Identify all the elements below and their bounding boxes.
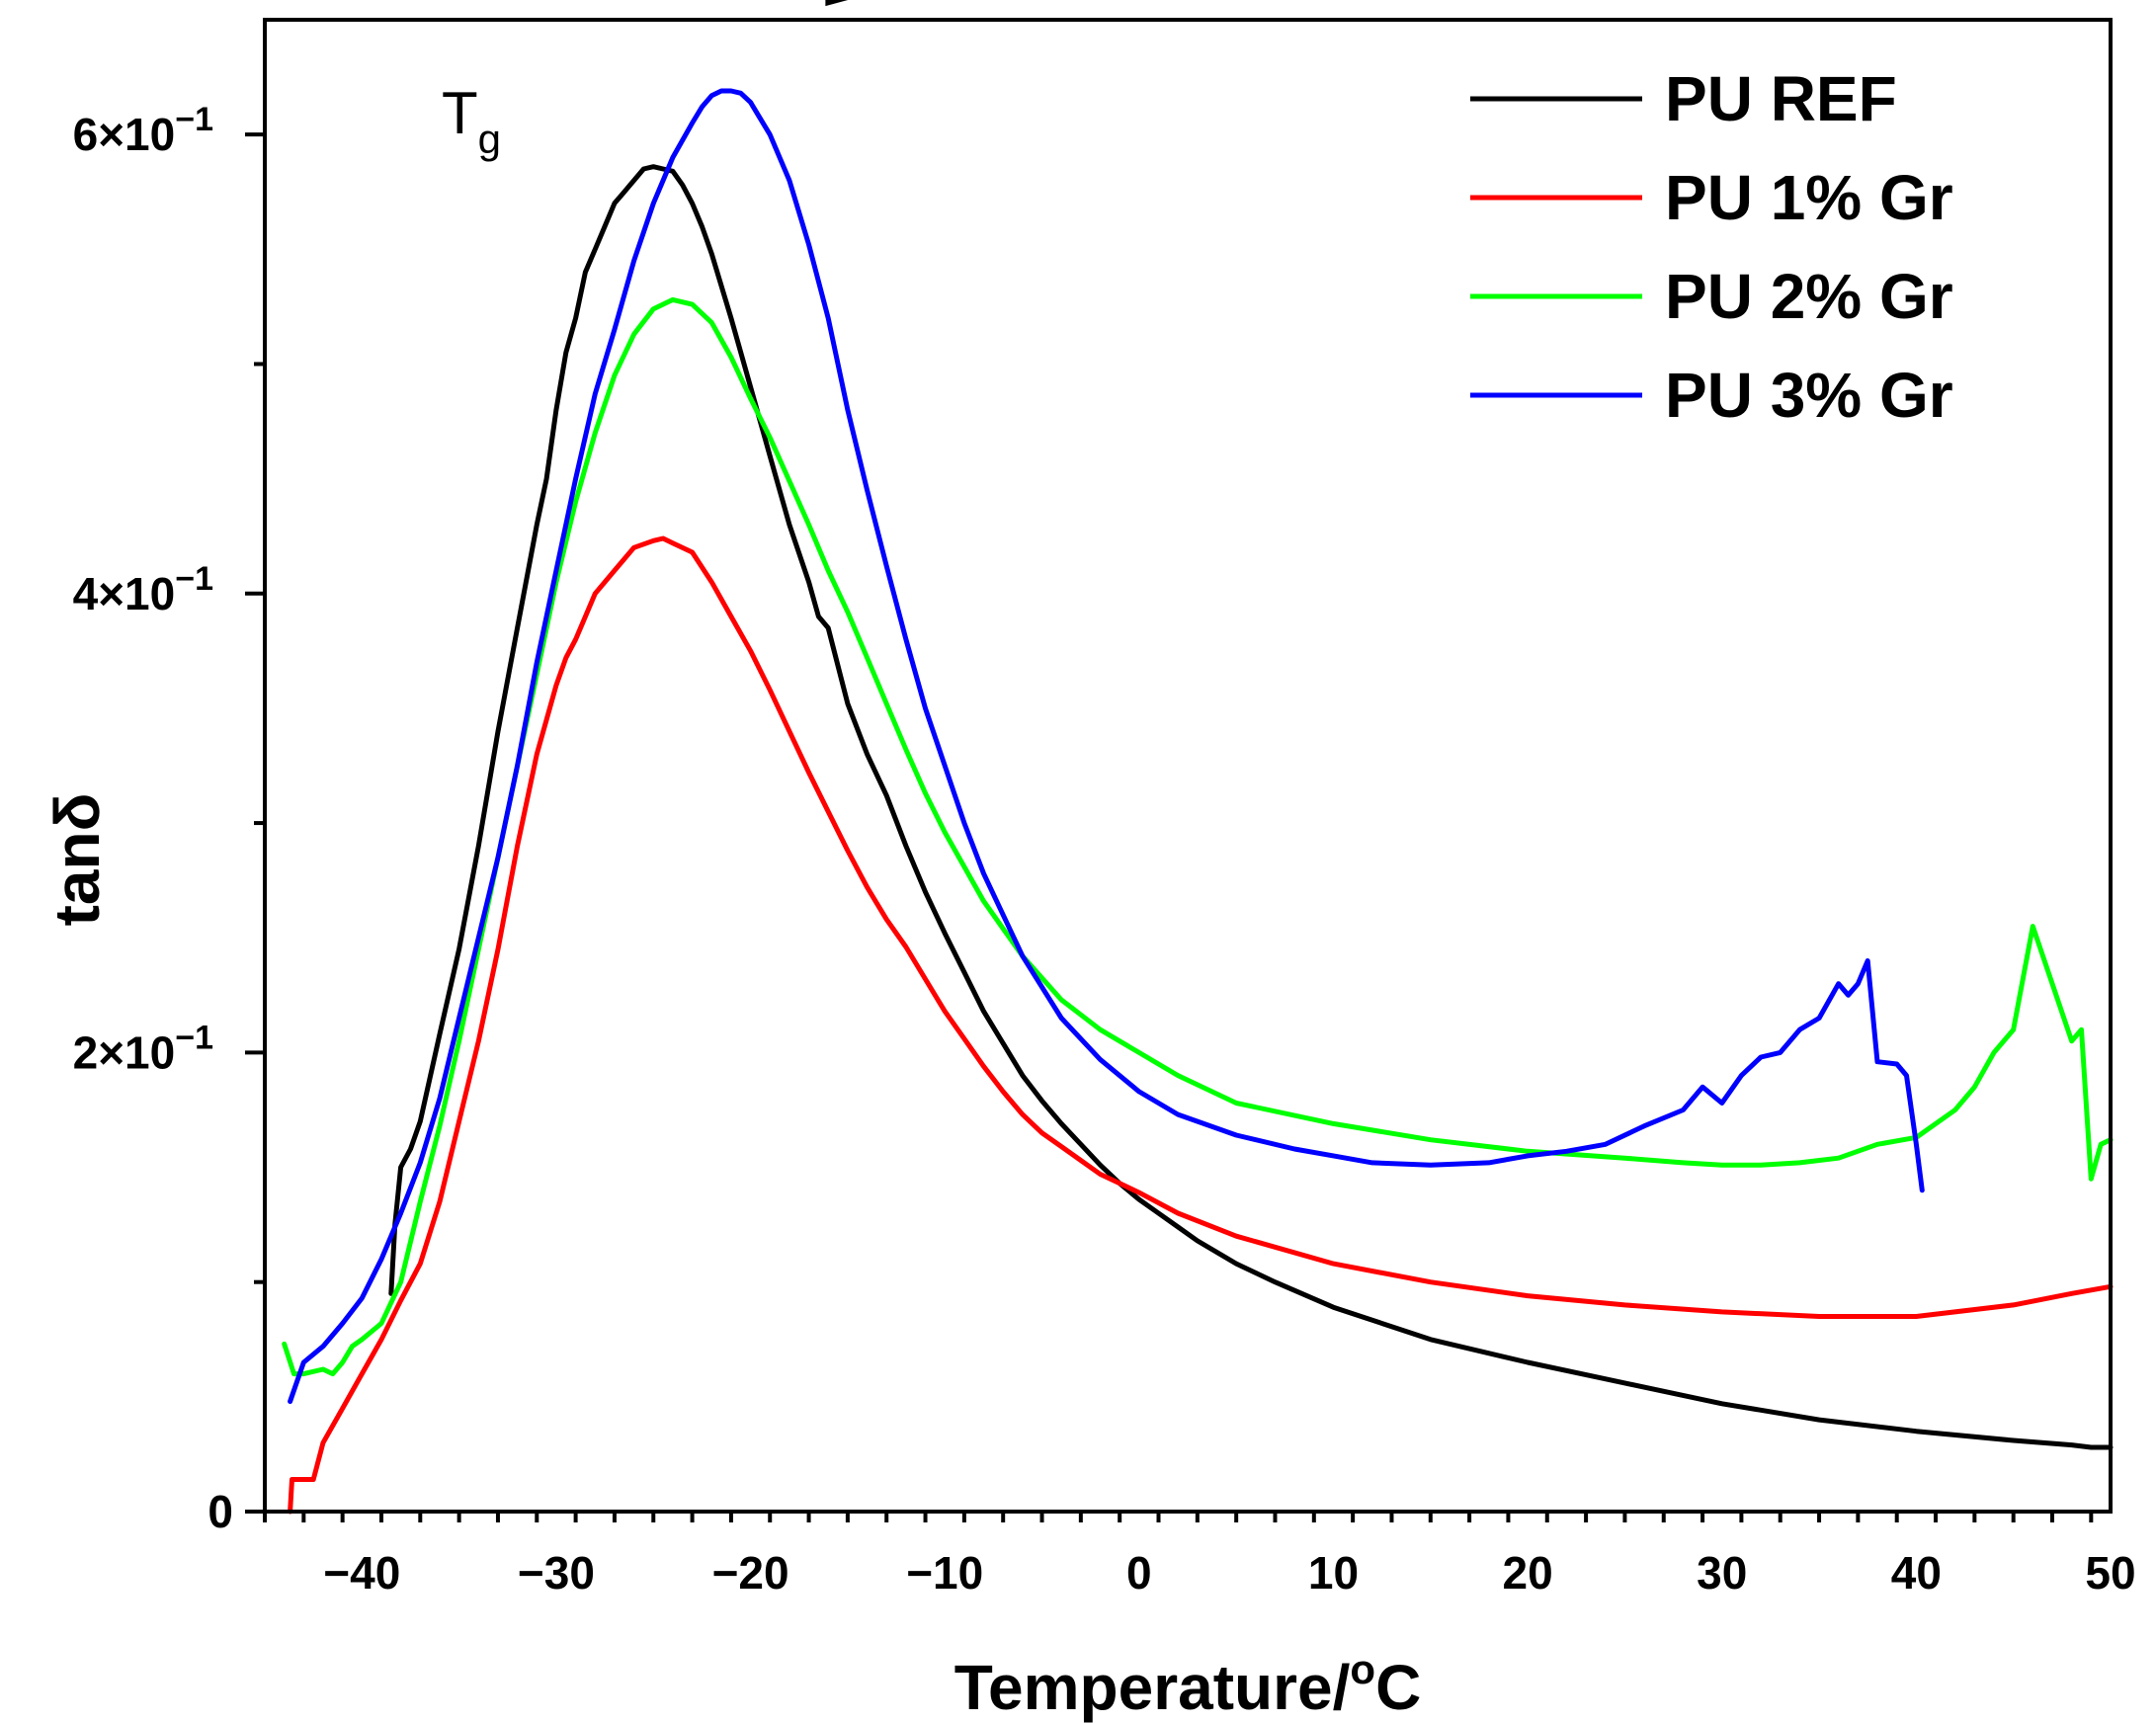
legend-label-2: PU 2% Gr: [1665, 261, 1953, 332]
tg-label: Tg: [442, 80, 501, 162]
x-axis-ticks: −40 −30 −20 −10 0 10 20 30 40 50: [263, 1512, 2136, 1599]
x-axis-title-unit: C: [1375, 1652, 1421, 1723]
x-tick-label-3: −10: [906, 1547, 983, 1599]
series-line-0: [388, 164, 2114, 1450]
y-tick-label-2: 4×10−1: [73, 560, 213, 619]
y-tick-label-1: 2×10−1: [73, 1019, 213, 1078]
y-tick-label-exponent-1: −1: [175, 1019, 213, 1056]
x-tick-label-1: −30: [518, 1547, 595, 1599]
legend: PU REF PU 1% Gr PU 2% Gr PU 3% Gr: [1470, 63, 1953, 431]
tg-annotation: Tg: [442, 0, 849, 162]
x-tick-label-6: 20: [1503, 1547, 1553, 1599]
x-tick-label-4: 0: [1126, 1547, 1152, 1599]
y-tick-label-exponent-3: −1: [175, 101, 213, 138]
y-tick-label-3: 6×10−1: [73, 101, 213, 160]
tg-label-main: T: [442, 80, 478, 146]
x-axis-title: Temperature/oC: [954, 1646, 1422, 1723]
tg-label-subscript: g: [478, 116, 501, 162]
legend-label-3: PU 3% Gr: [1665, 360, 1953, 431]
y-tick-label-0: 0: [207, 1486, 233, 1537]
tg-arrow-head: [825, 0, 849, 7]
x-tick-label-2: −20: [712, 1547, 789, 1599]
y-tick-label-base-3: 6×10: [73, 109, 176, 160]
y-axis-title: tanδ: [41, 793, 113, 927]
x-tick-label-9: 50: [2085, 1547, 2135, 1599]
legend-label-0: PU REF: [1665, 63, 1897, 134]
plot-frame: [263, 18, 2113, 1514]
x-tick-label-7: 30: [1697, 1547, 1747, 1599]
x-tick-label-5: 10: [1308, 1547, 1359, 1599]
y-tick-label-base-2: 4×10: [73, 568, 176, 619]
y-tick-label-base-1: 2×10: [73, 1026, 176, 1078]
legend-label-1: PU 1% Gr: [1665, 162, 1953, 233]
series-line-3: [288, 88, 1925, 1404]
x-axis-title-text: Temperature/: [954, 1652, 1351, 1723]
y-axis-ticks: 02×10−14×10−16×10−1: [73, 101, 265, 1537]
series-layer: [282, 88, 2114, 1515]
x-tick-label-8: 40: [1891, 1547, 1942, 1599]
y-tick-label-exponent-2: −1: [175, 560, 213, 598]
x-tick-label-0: −40: [323, 1547, 400, 1599]
series-line-1: [288, 535, 2114, 1515]
x-axis-title-superscript: o: [1350, 1646, 1375, 1692]
